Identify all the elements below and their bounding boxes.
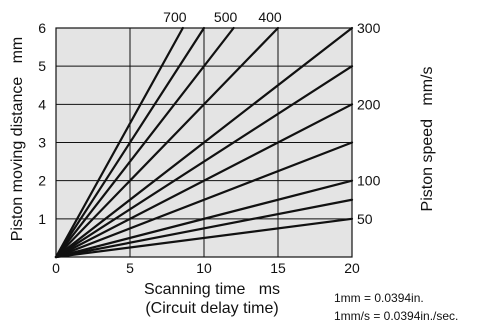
series-lines <box>54 26 354 259</box>
series-line-50 <box>54 217 354 259</box>
x-axis-sublabel: (Circuit delay time) <box>145 300 278 317</box>
series-line-unlabeled-9 <box>54 26 206 259</box>
x-tick-label-15: 15 <box>270 260 286 276</box>
series-line-unlabeled-5 <box>54 65 354 259</box>
conversion-note-mm: 1mm = 0.0394in. <box>334 291 424 305</box>
x-tick-label-5: 5 <box>126 260 134 276</box>
x-tick-label-0: 0 <box>52 260 60 276</box>
y-tick-label-3: 3 <box>38 135 46 151</box>
series-label-100: 100 <box>357 173 381 189</box>
y2-axis-label: Piston speed mm/s <box>419 67 436 212</box>
x-tick-label-20: 20 <box>344 260 360 276</box>
y-tick-label-2: 2 <box>38 173 46 189</box>
series-label-300: 300 <box>357 20 381 36</box>
series-label-700: 700 <box>163 9 187 25</box>
y-axis-label: Piston moving distance mm <box>9 37 26 242</box>
plot-frame <box>55 27 353 258</box>
x-tick-label-10: 10 <box>196 260 212 276</box>
series-line-200 <box>54 103 354 259</box>
y-tick-label-1: 1 <box>38 211 46 227</box>
y-tick-label-6: 6 <box>38 20 46 36</box>
series-label-50: 50 <box>357 211 373 227</box>
series-line-300 <box>54 26 354 259</box>
series-line-400 <box>54 26 280 259</box>
series-label-400: 400 <box>258 9 282 25</box>
y-tick-label-4: 4 <box>38 96 46 112</box>
x-axis-label: Scanning time ms <box>144 281 280 298</box>
y-tick-label-5: 5 <box>38 58 46 74</box>
series-line-500 <box>54 26 235 259</box>
series-line-700 <box>54 26 184 259</box>
labels: 0 5 10 15 20 1 2 3 4 5 6 50 100 200 300 400 500 700 <box>38 9 380 276</box>
series-label-500: 500 <box>214 9 238 25</box>
series-line-unlabeled-1 <box>54 198 354 259</box>
series-line-100 <box>54 179 354 259</box>
series-label-200: 200 <box>357 96 381 112</box>
series-line-unlabeled-3 <box>54 141 354 259</box>
conversion-note-speed: 1mm/s = 0.0394in./sec. <box>334 309 458 323</box>
